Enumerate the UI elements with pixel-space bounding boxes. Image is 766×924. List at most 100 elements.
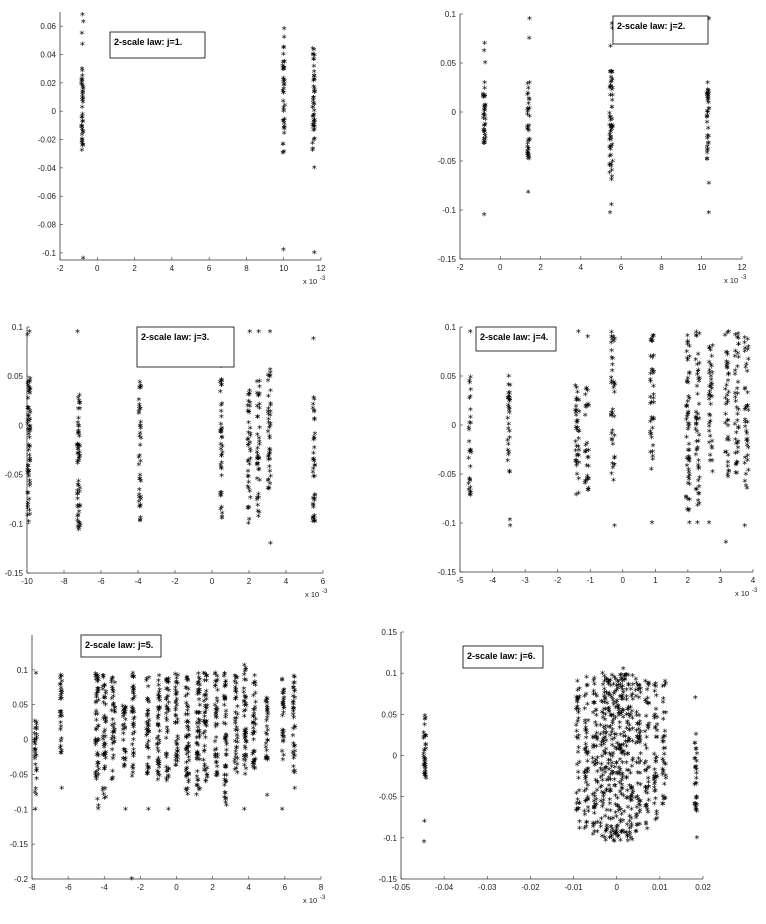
data-point: * (203, 777, 208, 788)
data-point: * (131, 683, 136, 694)
data-point: * (102, 694, 107, 705)
data-point: * (201, 730, 206, 741)
data-point: * (27, 328, 32, 339)
data-point: * (611, 338, 616, 349)
data-point: * (584, 734, 589, 745)
data-point: * (614, 824, 619, 835)
data-point: * (196, 679, 201, 690)
data-point: * (616, 832, 621, 843)
data-point: * (743, 418, 748, 429)
data-point: * (131, 673, 136, 684)
data-point: * (256, 328, 261, 339)
data-point: * (604, 675, 609, 686)
data-point: * (215, 676, 220, 687)
data-point: * (602, 726, 607, 737)
data-point: * (626, 681, 631, 692)
data-point: * (59, 695, 64, 706)
data-point: * (196, 686, 201, 697)
data-point: * (695, 411, 700, 422)
data-point: * (745, 336, 750, 347)
data-point: * (102, 726, 107, 737)
data-point: * (649, 366, 654, 377)
data-point: * (25, 466, 30, 477)
data-point: * (697, 415, 702, 426)
data-point: * (604, 822, 609, 833)
data-point: * (638, 728, 643, 739)
data-point: * (687, 342, 692, 353)
data-point: * (743, 454, 748, 465)
data-point: * (59, 677, 64, 688)
data-point: * (132, 693, 137, 704)
data-point: * (635, 769, 640, 780)
data-point: * (131, 706, 136, 717)
data-point: * (242, 667, 247, 678)
data-point: * (708, 372, 713, 383)
data-point: * (130, 709, 135, 720)
data-point: * (611, 701, 616, 712)
data-point: * (624, 693, 629, 704)
data-point: * (482, 107, 487, 118)
data-point: * (654, 814, 659, 825)
data-point: * (223, 763, 228, 774)
data-point: * (27, 378, 32, 389)
data-point: * (110, 722, 115, 733)
data-point: * (692, 800, 697, 811)
data-point: * (267, 434, 272, 445)
data-point: * (264, 697, 269, 708)
data-point: * (130, 696, 135, 707)
data-point: * (75, 491, 80, 502)
data-point: * (312, 123, 317, 134)
data-point: * (693, 800, 698, 811)
data-point: * (686, 453, 691, 464)
data-point: * (155, 704, 160, 715)
data-point: * (145, 711, 150, 722)
data-point: * (526, 153, 531, 164)
data-point: * (620, 749, 625, 760)
data-point: * (598, 819, 603, 830)
data-point: * (213, 772, 218, 783)
data-point: * (594, 743, 599, 754)
data-point: * (611, 828, 616, 839)
data-point: * (483, 135, 488, 146)
data-point: * (247, 402, 252, 413)
data-point: * (629, 823, 634, 834)
data-point: * (709, 379, 714, 390)
data-point: * (233, 754, 238, 765)
data-point: * (78, 523, 83, 534)
data-point: * (233, 727, 238, 738)
data-point: * (251, 725, 256, 736)
data-point: * (591, 709, 596, 720)
data-point: * (173, 713, 178, 724)
data-point: * (599, 761, 604, 772)
data-point: * (694, 745, 699, 756)
x-tick-label: -0.02 (521, 883, 540, 892)
data-point: * (582, 811, 587, 822)
data-point: * (527, 112, 532, 123)
data-point: * (219, 464, 224, 475)
data-point: * (609, 759, 614, 770)
data-point: * (697, 377, 702, 388)
data-point: * (311, 51, 316, 62)
data-point: * (619, 711, 624, 722)
x-tick-label: -5 (456, 576, 464, 585)
data-point: * (586, 748, 591, 759)
data-point: * (244, 725, 249, 736)
data-point: * (195, 727, 200, 738)
data-point: * (281, 50, 286, 61)
data-point: * (612, 454, 617, 465)
data-point: * (166, 766, 171, 777)
data-point: * (311, 126, 316, 137)
data-point: * (650, 338, 655, 349)
data-point: * (312, 119, 317, 130)
data-point: * (123, 706, 128, 717)
data-point: * (610, 96, 615, 107)
data-point: * (616, 764, 621, 775)
data-point: * (80, 96, 85, 107)
data-point: * (145, 743, 150, 754)
data-point: * (194, 773, 199, 784)
data-point: * (265, 477, 270, 488)
data-point: * (93, 699, 98, 710)
data-point: * (583, 477, 588, 488)
data-point: * (692, 764, 697, 775)
data-point: * (96, 677, 101, 688)
